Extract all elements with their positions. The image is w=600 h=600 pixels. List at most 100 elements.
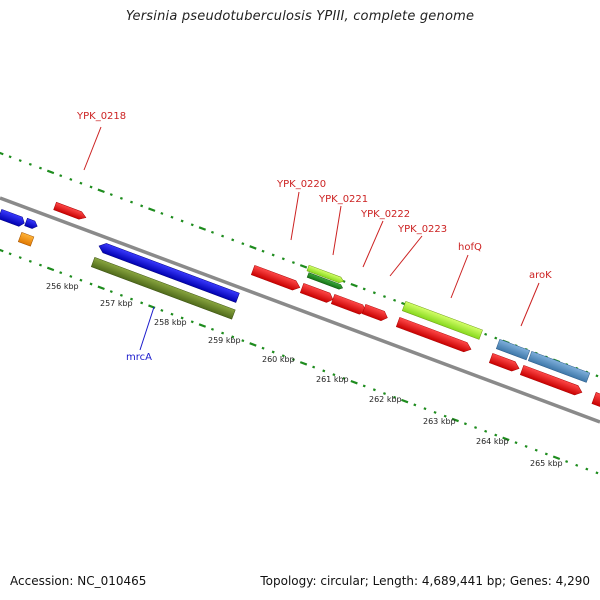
gene-left-blue-a[interactable] [0, 208, 26, 227]
lower-minor-tick [59, 271, 63, 275]
upper-minor-tick [382, 295, 386, 298]
lower-minor-tick [514, 441, 518, 445]
upper-major-tick [0, 151, 4, 156]
gene-label-hofq: hofQ [458, 242, 482, 253]
upper-minor-tick [291, 261, 295, 264]
gene-mrca[interactable] [90, 256, 236, 320]
gene-red-lower-a[interactable] [395, 316, 473, 354]
lower-minor-tick [241, 339, 245, 343]
lower-minor-tick [362, 384, 366, 388]
scale-label-256: 256 kbp [46, 282, 79, 291]
gene-ypk-0221[interactable] [306, 264, 345, 284]
lower-minor-tick [271, 350, 275, 354]
gene-mrca-blue[interactable] [97, 241, 240, 303]
lower-minor-tick [474, 426, 478, 429]
gene-red-lower-c[interactable] [519, 364, 583, 397]
lower-minor-tick [89, 282, 93, 286]
lower-minor-tick [170, 312, 174, 316]
gene-left-blue-b[interactable] [24, 217, 39, 230]
gene-label-ypk-0223: YPK_0223 [397, 224, 447, 235]
upper-minor-tick [362, 287, 366, 291]
lower-minor-tick [69, 274, 73, 278]
lower-minor-tick [524, 444, 528, 448]
upper-minor-tick [241, 242, 245, 246]
gene-hofq[interactable] [401, 300, 483, 340]
scale-label-261: 261 kbp [316, 375, 349, 384]
lower-major-tick [46, 266, 55, 272]
upper-major-tick [198, 226, 207, 231]
map-title: Yersinia pseudotuberculosis YPIII, compl… [125, 9, 475, 24]
gene-ypk-0221-inner[interactable] [306, 272, 344, 291]
lower-minor-tick [413, 403, 417, 407]
lower-minor-tick [190, 320, 194, 324]
gene-ypk-0220[interactable] [250, 264, 301, 292]
leader-hofq [450, 254, 469, 299]
leader-ypk-0220 [290, 191, 300, 241]
upper-major-tick [249, 245, 257, 250]
leader-ypk-0222 [362, 220, 384, 268]
lower-major-tick [249, 342, 257, 347]
leader-mrca [139, 306, 155, 351]
scale-label-258: 258 kbp [154, 318, 187, 327]
lower-minor-tick [281, 354, 285, 358]
upper-minor-tick [79, 181, 83, 185]
scale-label-257: 257 kbp [100, 299, 133, 308]
upper-minor-tick [231, 238, 235, 242]
upper-minor-tick [595, 374, 599, 378]
lower-minor-tick [109, 290, 113, 294]
upper-minor-tick [210, 230, 214, 234]
upper-minor-tick [109, 193, 113, 197]
lower-minor-tick [210, 327, 214, 331]
gene-label-mrca: mrcA [126, 352, 152, 363]
gene-label-ypk-0222: YPK_0222 [360, 209, 410, 220]
upper-minor-tick [261, 249, 265, 253]
gene-arok[interactable] [495, 338, 531, 361]
gene-red-edge[interactable] [591, 392, 600, 409]
upper-major-tick [299, 264, 308, 269]
upper-minor-tick [140, 204, 144, 208]
lower-minor-tick [322, 369, 326, 373]
gene-label-arok: aroK [529, 270, 552, 281]
scale-label-262: 262 kbp [369, 395, 402, 404]
gene-label-ypk-0218: YPK_0218 [76, 111, 126, 122]
upper-minor-tick [38, 166, 42, 170]
upper-minor-tick [271, 253, 275, 257]
gene-next-steel[interactable] [527, 350, 591, 383]
lower-minor-tick [595, 471, 599, 475]
lower-minor-tick [433, 410, 437, 414]
upper-minor-tick [180, 219, 184, 223]
lower-minor-tick [372, 388, 376, 392]
gene-ypk-0218[interactable] [53, 201, 88, 221]
lower-minor-tick [119, 293, 123, 297]
upper-minor-tick [484, 332, 488, 336]
scale-label-263: 263 kbp [423, 417, 456, 426]
lower-major-tick [502, 436, 510, 442]
upper-minor-tick [28, 162, 32, 166]
genome-backbone [0, 196, 600, 424]
lower-minor-tick [312, 365, 316, 369]
lower-major-tick [552, 455, 561, 461]
scale-label-264: 264 kbp [476, 437, 509, 446]
lower-minor-tick [565, 460, 569, 463]
upper-major-tick [148, 207, 156, 212]
lower-minor-tick [18, 256, 22, 260]
upper-minor-tick [372, 291, 376, 295]
lower-minor-tick [140, 301, 144, 305]
gene-ypk-0222b[interactable] [330, 293, 367, 316]
leader-ypk-0218 [83, 126, 102, 171]
upper-minor-tick [8, 155, 12, 159]
gene-ypk-0223[interactable] [361, 303, 389, 322]
gene-orange[interactable] [17, 231, 35, 247]
lower-minor-tick [38, 263, 42, 267]
gene-red-lower-b[interactable] [488, 352, 521, 373]
lower-minor-tick [494, 433, 498, 437]
upper-minor-tick [190, 223, 194, 227]
lower-minor-tick [443, 414, 447, 418]
upper-minor-tick [119, 196, 123, 200]
gene-ypk-0222[interactable] [299, 282, 334, 304]
lower-minor-tick [231, 335, 235, 339]
lower-minor-tick [332, 373, 336, 377]
lower-minor-tick [180, 316, 184, 320]
scale-label-260: 260 kbp [262, 355, 295, 364]
leader-ypk-0223 [389, 235, 423, 277]
